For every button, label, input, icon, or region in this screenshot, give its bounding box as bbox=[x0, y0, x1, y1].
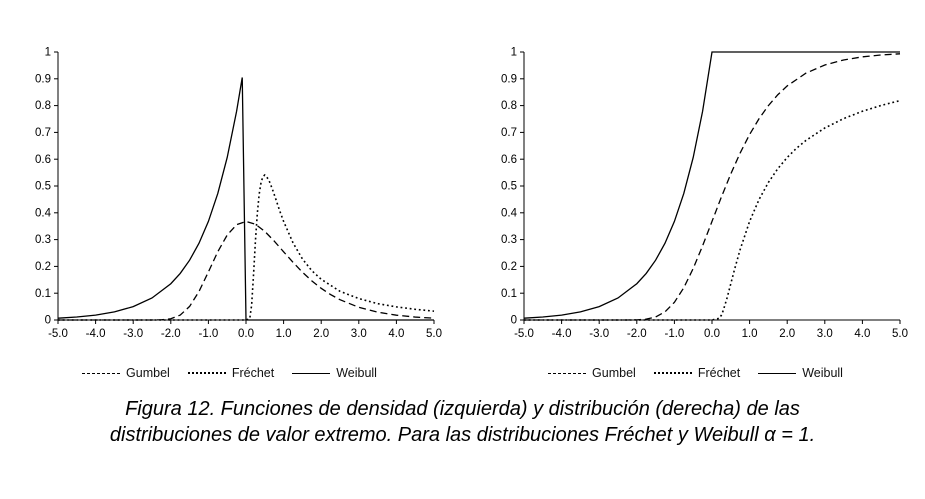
legend-item-frechet: Fréchet bbox=[187, 366, 275, 380]
legend-label-gumbel: Gumbel bbox=[592, 366, 636, 380]
distribution-chart: 0 0.1 0.2 0.3 0.4 0.5 0.6 0.7 0.8 0.9 1 -5.0 -4.0 -3.… bbox=[501, 47, 908, 340]
legend-line-sample-weibull bbox=[292, 372, 331, 374]
y-tick-label: 0.9 bbox=[35, 73, 51, 85]
figure-caption-line2: distribuciones de valor extremo. Para la… bbox=[109, 424, 816, 447]
y-tick-label: 0.9 bbox=[501, 73, 517, 85]
y-tick-label: 0.5 bbox=[35, 181, 51, 193]
y-tick-label: 0.6 bbox=[501, 154, 517, 166]
y-tick-label: 0.2 bbox=[35, 261, 51, 273]
legend-label-weibull: Weibull bbox=[802, 366, 843, 380]
density-chart-block: 0 0.1 0.2 0.3 0.4 0.5 0.6 0.7 0.8 0.9 1 -5.0 -4.0 -3.… bbox=[14, 40, 446, 380]
legend-item-gumbel: Gumbel bbox=[548, 366, 636, 380]
figure-12: 0 0.1 0.2 0.3 0.4 0.5 0.6 0.7 0.8 0.9 1 -5.0 -4.0 -3.… bbox=[0, 40, 925, 449]
x-tick-label: -5.0 bbox=[48, 328, 68, 340]
x-tick-label: 2.0 bbox=[779, 328, 795, 340]
y-tick-label: 0.8 bbox=[501, 100, 517, 112]
charts-row: 0 0.1 0.2 0.3 0.4 0.5 0.6 0.7 0.8 0.9 1 -5.0 -4.0 -3.… bbox=[0, 40, 925, 380]
series-gumbel bbox=[523, 53, 900, 321]
density-chart: 0 0.1 0.2 0.3 0.4 0.5 0.6 0.7 0.8 0.9 1 -5.0 -4.0 -3.… bbox=[35, 47, 442, 340]
y-tick-label: 0.5 bbox=[501, 181, 517, 193]
y-tick-label: 0.1 bbox=[501, 288, 517, 300]
figure-caption-line1: Figura 12. Funciones de densidad (izquie… bbox=[125, 398, 800, 420]
legend-item-weibull: Weibull bbox=[758, 366, 843, 380]
legend-line-sample-frechet bbox=[653, 372, 692, 374]
x-tick-label: -4.0 bbox=[85, 328, 105, 340]
x-tick-label: 3.0 bbox=[350, 328, 366, 340]
y-tick-label: 0.7 bbox=[501, 127, 517, 139]
x-tick-label: 4.0 bbox=[388, 328, 404, 340]
legend-item-frechet: Fréchet bbox=[653, 366, 741, 380]
y-tick-label: 0 bbox=[510, 315, 516, 327]
x-tick-label: 5.0 bbox=[892, 328, 908, 340]
x-tick-label: 3.0 bbox=[816, 328, 832, 340]
x-tick-label: -3.0 bbox=[123, 328, 143, 340]
legend-line-sample-weibull bbox=[758, 372, 797, 374]
x-tick-label: -1.0 bbox=[664, 328, 684, 340]
y-tick-label: 0.3 bbox=[501, 234, 517, 246]
y-tick-label: 0.8 bbox=[35, 100, 51, 112]
y-tick-label: 0 bbox=[44, 315, 50, 327]
distribution-chart-block: 0 0.1 0.2 0.3 0.4 0.5 0.6 0.7 0.8 0.9 1 -5.0 -4.0 -3.… bbox=[480, 40, 912, 380]
x-tick-label: -2.0 bbox=[160, 328, 180, 340]
y-tick-label: 0.1 bbox=[35, 288, 51, 300]
distribution-chart-legend: Gumbel Fréchet Weibull bbox=[548, 366, 843, 380]
legend-line-sample-gumbel bbox=[548, 372, 587, 374]
series-weibull bbox=[523, 51, 900, 319]
y-tick-label: 0.2 bbox=[501, 261, 517, 273]
legend-label-weibull: Weibull bbox=[336, 366, 377, 380]
x-tick-label: 0.0 bbox=[238, 328, 254, 340]
y-tick-label: 0.7 bbox=[35, 127, 51, 139]
y-tick-label: 0.4 bbox=[501, 207, 518, 219]
series-weibull bbox=[57, 77, 434, 321]
x-tick-label: 1.0 bbox=[275, 328, 291, 340]
legend-item-gumbel: Gumbel bbox=[82, 366, 170, 380]
series-frechet bbox=[523, 99, 900, 321]
legend-label-gumbel: Gumbel bbox=[126, 366, 170, 380]
y-tick-label: 0.3 bbox=[35, 234, 51, 246]
legend-label-frechet: Fréchet bbox=[697, 366, 741, 380]
y-tick-label: 0.6 bbox=[35, 154, 51, 166]
legend-line-sample-gumbel bbox=[82, 372, 121, 374]
x-tick-label: 4.0 bbox=[854, 328, 870, 340]
y-tick-label: 1 bbox=[44, 47, 50, 59]
x-tick-label: -2.0 bbox=[626, 328, 646, 340]
y-tick-label: 0.4 bbox=[35, 207, 52, 219]
figure-caption: Figura 12. Funciones de densidad (izquie… bbox=[0, 396, 925, 449]
series-frechet bbox=[57, 173, 434, 321]
density-chart-legend: Gumbel Fréchet Weibull bbox=[82, 366, 377, 380]
x-tick-label: -3.0 bbox=[589, 328, 609, 340]
x-tick-label: -1.0 bbox=[198, 328, 218, 340]
x-tick-label: 0.0 bbox=[704, 328, 720, 340]
y-tick-label: 1 bbox=[510, 47, 516, 59]
x-tick-label: 1.0 bbox=[741, 328, 757, 340]
x-tick-label: 2.0 bbox=[313, 328, 329, 340]
x-tick-label: -5.0 bbox=[514, 328, 534, 340]
legend-label-frechet: Fréchet bbox=[231, 366, 275, 380]
legend-line-sample-frechet bbox=[187, 372, 226, 374]
legend-item-weibull: Weibull bbox=[292, 366, 377, 380]
x-tick-label: 5.0 bbox=[426, 328, 442, 340]
x-tick-label: -4.0 bbox=[551, 328, 571, 340]
